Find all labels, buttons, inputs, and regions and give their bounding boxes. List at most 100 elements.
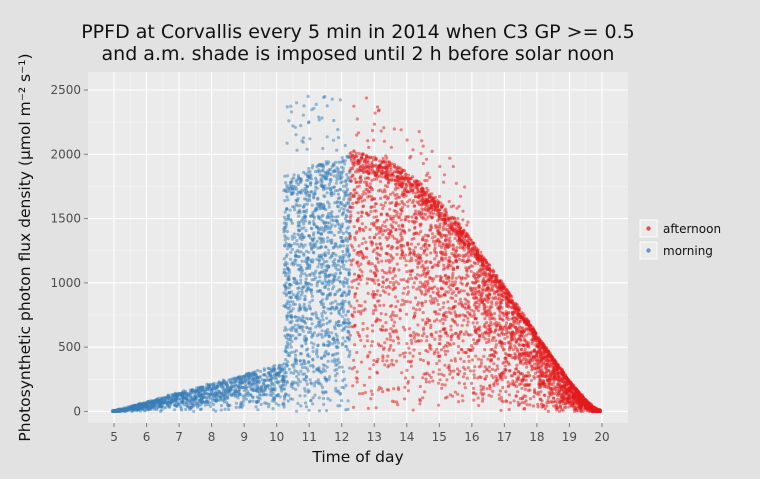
morning-point — [204, 386, 207, 389]
afternoon-point — [438, 368, 441, 371]
morning-point — [304, 309, 307, 312]
afternoon-point — [375, 406, 378, 409]
morning-point — [208, 389, 211, 392]
morning-point — [187, 394, 190, 397]
morning-point — [319, 173, 322, 176]
morning-point — [324, 254, 327, 257]
morning-point — [318, 323, 321, 326]
morning-point — [260, 403, 263, 406]
morning-point — [293, 205, 296, 208]
morning-point — [346, 227, 349, 230]
morning-point — [287, 243, 290, 246]
afternoon-point — [548, 364, 551, 367]
morning-point — [180, 409, 183, 412]
afternoon-point — [473, 373, 476, 376]
afternoon-point — [359, 278, 362, 281]
morning-point — [306, 175, 309, 178]
morning-point — [320, 371, 323, 374]
morning-point — [325, 160, 328, 163]
afternoon-point — [471, 281, 474, 284]
morning-point — [309, 190, 312, 193]
morning-point — [166, 397, 169, 400]
afternoon-point — [483, 297, 486, 300]
afternoon-point — [373, 282, 376, 285]
afternoon-point — [408, 327, 411, 330]
morning-point — [324, 369, 327, 372]
morning-point — [324, 273, 327, 276]
morning-point — [273, 364, 276, 367]
morning-point — [300, 344, 303, 347]
morning-point — [342, 321, 345, 324]
afternoon-point — [375, 243, 378, 246]
afternoon-point — [451, 376, 454, 379]
afternoon-point — [406, 243, 409, 246]
morning-point — [296, 211, 299, 214]
afternoon-point — [381, 233, 384, 236]
afternoon-point — [373, 205, 376, 208]
morning-point — [289, 397, 292, 400]
afternoon-point — [473, 342, 476, 345]
morning-point — [290, 351, 293, 354]
afternoon-point — [528, 403, 531, 406]
morning-point — [283, 329, 286, 332]
morning-point — [204, 404, 207, 407]
afternoon-point — [355, 201, 358, 204]
morning-point — [263, 373, 266, 376]
afternoon-point — [353, 236, 356, 239]
morning-point — [330, 186, 333, 189]
afternoon-point — [521, 327, 524, 330]
afternoon-point — [445, 378, 448, 381]
afternoon-point — [483, 317, 486, 320]
morning-point — [290, 345, 293, 348]
morning-point — [346, 336, 349, 339]
morning-point — [347, 399, 350, 402]
afternoon-point — [355, 230, 358, 233]
afternoon-point — [353, 249, 356, 252]
afternoon-point — [479, 294, 482, 297]
afternoon-point — [510, 337, 513, 340]
afternoon-point — [389, 271, 392, 274]
morning-point — [315, 368, 318, 371]
afternoon-point — [504, 356, 507, 359]
afternoon-point — [395, 400, 398, 403]
morning-point — [347, 322, 350, 325]
morning-point — [306, 203, 309, 206]
afternoon-point — [419, 385, 422, 388]
morning-point — [320, 357, 323, 360]
morning-point — [336, 128, 339, 131]
morning-point — [317, 168, 320, 171]
afternoon-point — [357, 211, 360, 214]
morning-point — [320, 232, 323, 235]
morning-point — [334, 293, 337, 296]
morning-point — [304, 366, 307, 369]
afternoon-point — [518, 320, 521, 323]
morning-point — [329, 230, 332, 233]
afternoon-point — [450, 359, 453, 362]
afternoon-point — [429, 225, 432, 228]
chart-title-line-2: and a.m. shade is imposed until 2 h befo… — [102, 43, 615, 65]
morning-point — [316, 203, 319, 206]
morning-point — [344, 253, 347, 256]
afternoon-point — [362, 229, 365, 232]
morning-point — [291, 248, 294, 251]
afternoon-point — [503, 342, 506, 345]
morning-point — [305, 375, 308, 378]
morning-point — [318, 237, 321, 240]
morning-point — [298, 286, 301, 289]
morning-point — [295, 337, 298, 340]
morning-point — [345, 250, 348, 253]
afternoon-point — [366, 282, 369, 285]
morning-point — [337, 259, 340, 262]
afternoon-point — [362, 205, 365, 208]
morning-point — [305, 250, 308, 253]
morning-point — [318, 205, 321, 208]
afternoon-point — [403, 355, 406, 358]
morning-point — [326, 200, 329, 203]
morning-point — [286, 318, 289, 321]
afternoon-point — [397, 282, 400, 285]
afternoon-point — [406, 200, 409, 203]
morning-point — [327, 340, 330, 343]
morning-point — [332, 264, 335, 267]
afternoon-point — [394, 228, 397, 231]
morning-point — [324, 228, 327, 231]
